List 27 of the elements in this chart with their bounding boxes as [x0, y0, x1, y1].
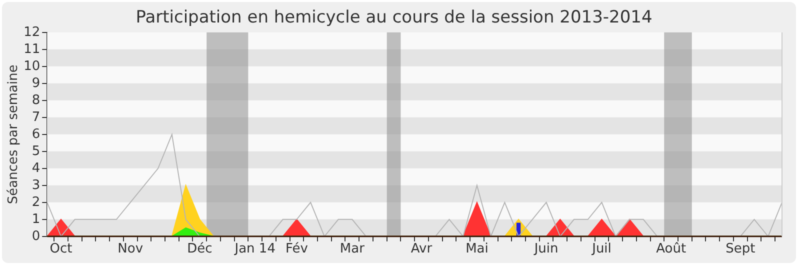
x-tick-label: Mai — [466, 242, 488, 257]
x-tick-label: Déc — [187, 242, 212, 257]
y-tick-label: 5 — [32, 144, 40, 159]
x-tick-label: Sept — [726, 242, 756, 257]
y-tick-label: 11 — [24, 42, 40, 57]
y-tick-label: 6 — [32, 126, 40, 142]
y-tick-label: 0 — [32, 228, 40, 244]
y-tick-label: 1 — [32, 212, 40, 227]
y-tick-label: 7 — [32, 110, 40, 125]
y-tick-label: 10 — [24, 58, 40, 74]
x-tick-label: Fév — [285, 242, 308, 257]
x-tick-label: Avr — [410, 242, 433, 257]
x-tick-label: Mar — [340, 242, 366, 257]
x-tick-label: Juin — [533, 242, 558, 257]
x-tick-label: Nov — [118, 242, 144, 257]
y-tick-label: 8 — [32, 92, 40, 108]
y-tick-label: 12 — [24, 24, 40, 40]
x-tick-label: Août — [656, 242, 686, 257]
y-tick-label: 9 — [32, 76, 40, 91]
y-tick-label: 3 — [32, 178, 40, 193]
y-axis-title: Séances par semaine — [6, 64, 22, 204]
y-tick-label: 4 — [32, 160, 40, 176]
x-tick-label: Juil — [591, 242, 612, 257]
x-tick-label: Oct — [50, 242, 72, 257]
y-tick-label: 2 — [32, 194, 40, 210]
x-tick-label: Jan 14 — [234, 242, 276, 257]
chart-title: Participation en hemicycle au cours de la session 2013-2014 — [136, 8, 652, 28]
